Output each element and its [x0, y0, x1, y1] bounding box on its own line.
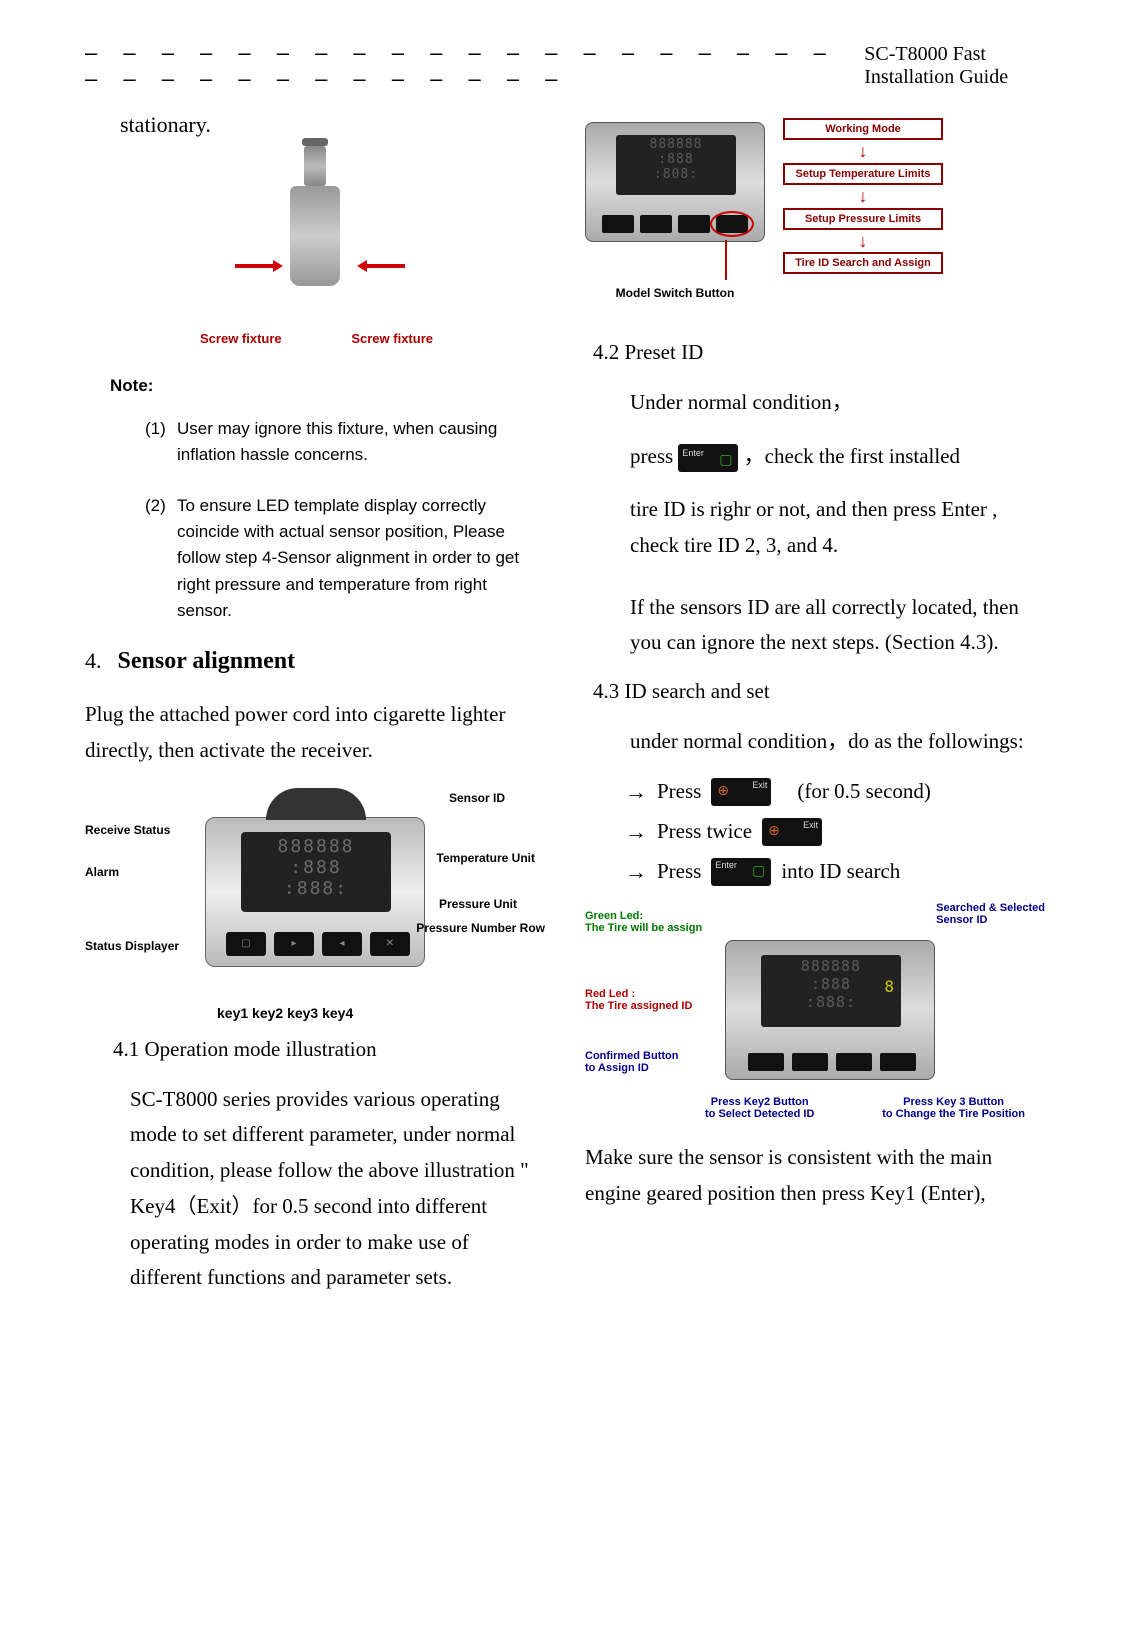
p42b: press Enter▢ ，check the first installed [630, 439, 1045, 475]
label-pressure-num: Pressure Number Row [416, 921, 545, 935]
p42c: tire ID is righr or not, and then press … [630, 492, 1045, 563]
id-search-figure: 888888 :888 :888: 8 Green Led: The Tire … [585, 900, 1045, 1120]
label-sensor-id: Sensor ID [449, 791, 505, 805]
flow-box-2: Setup Temperature Limits [783, 163, 943, 185]
step-2: → Press twice Exit⊕ [625, 818, 1045, 846]
receiver-figure: 888888 :888 :888: ▢ ▸ ◂ ✕ Receive Status… [85, 787, 545, 1017]
flow-diagram: Working Mode ↓ Setup Temperature Limits … [783, 112, 943, 280]
header-dashes: – – – – – – – – – – – – – – – – – – – – … [85, 40, 864, 92]
left-column: stationary. Screw fixture Screw fixture … [85, 112, 545, 1314]
idfig-green: Green Led: The Tire will be assign [585, 910, 702, 934]
section-4-heading: 4. Sensor alignment [85, 648, 545, 675]
note-item-1: (1) User may ignore this fixture, when c… [145, 416, 545, 469]
screw-label-left: Screw fixture [200, 331, 282, 346]
note-heading: Note: [110, 376, 545, 396]
section-4-intro: Plug the attached power cord into cigare… [85, 697, 545, 768]
idfig-key3: Press Key 3 Button to Change the Tire Po… [882, 1096, 1025, 1120]
flow-box-3: Setup Pressure Limits [783, 208, 943, 230]
p-4-1: SC-T8000 series provides various operati… [130, 1082, 545, 1296]
label-alarm: Alarm [85, 865, 119, 879]
idfig-key2: Press Key2 Button to Select Detected ID [705, 1096, 814, 1120]
flow-box-4: Tire ID Search and Assign [783, 252, 943, 274]
key-labels: key1 key2 key3 key4 [217, 1005, 353, 1021]
header-title: SC-T8000 Fast Installation Guide [864, 43, 1053, 89]
note-item-2: (2) To ensure LED template display corre… [145, 493, 545, 625]
step-1: → Press Exit⊕ (for 0.5 second) [625, 778, 1045, 806]
idfig-red: Red Led : The Tire assigned ID [585, 988, 692, 1012]
p42a: Under normal condition， [630, 385, 1045, 421]
lcd-display: 888888 :888 :888: [241, 832, 391, 912]
note-text-1: User may ignore this fixture, when causi… [177, 416, 545, 469]
section-4-num: 4. [85, 648, 102, 673]
page-header: – – – – – – – – – – – – – – – – – – – – … [85, 40, 1053, 92]
step-3: → Press Enter▢ into ID search [625, 858, 1045, 886]
key1-icon: ▢ [226, 932, 266, 956]
label-temp-unit: Temperature Unit [437, 851, 535, 865]
p43a: under normal condition，do as the followi… [630, 724, 1045, 760]
sensor-fixture-figure: Screw fixture Screw fixture [85, 186, 545, 346]
sub-4-1: 4.1 Operation mode illustration [113, 1037, 545, 1062]
sub-4-3: 4.3 ID search and set [593, 679, 1045, 704]
sub-4-2: 4.2 Preset ID [593, 340, 1045, 365]
idfig-searched: Searched & Selected Sensor ID [936, 902, 1045, 926]
note-num-2: (2) [145, 493, 177, 625]
arrow-icon: → [625, 819, 647, 845]
enter-key-icon: Enter▢ [678, 444, 738, 472]
label-status-display: Status Displayer [85, 939, 179, 953]
right-column: 888888 :888 :808: Model Switch Button Wo… [585, 112, 1045, 1314]
stationary-text: stationary. [120, 112, 545, 138]
bottom-p: Make sure the sensor is consistent with … [585, 1140, 1045, 1211]
p42d: If the sensors ID are all correctly loca… [630, 590, 1045, 661]
section-4-title: Sensor alignment [118, 648, 296, 674]
mode-switch-caption: Model Switch Button [585, 286, 765, 300]
key3-icon: ◂ [322, 932, 362, 956]
exit-key-icon: Exit⊕ [711, 778, 771, 806]
key2-icon: ▸ [274, 932, 314, 956]
note-num-1: (1) [145, 416, 177, 469]
mode-illustration: 888888 :888 :808: Model Switch Button Wo… [585, 112, 1045, 300]
idfig-confirm: Confirmed Button to Assign ID [585, 1050, 678, 1074]
flow-box-1: Working Mode [783, 118, 943, 140]
note-text-2: To ensure LED template display correctly… [177, 493, 545, 625]
exit-key-icon-2: Exit⊕ [762, 818, 822, 846]
arrow-icon: → [625, 779, 647, 805]
key4-icon: ✕ [370, 932, 410, 956]
screw-label-right: Screw fixture [351, 331, 433, 346]
enter-key-icon-2: Enter▢ [711, 858, 771, 886]
label-pressure-unit: Pressure Unit [439, 897, 517, 911]
small-receiver: 888888 :888 :808: [585, 122, 765, 242]
label-receive-status: Receive Status [85, 823, 170, 837]
arrow-icon: → [625, 859, 647, 885]
